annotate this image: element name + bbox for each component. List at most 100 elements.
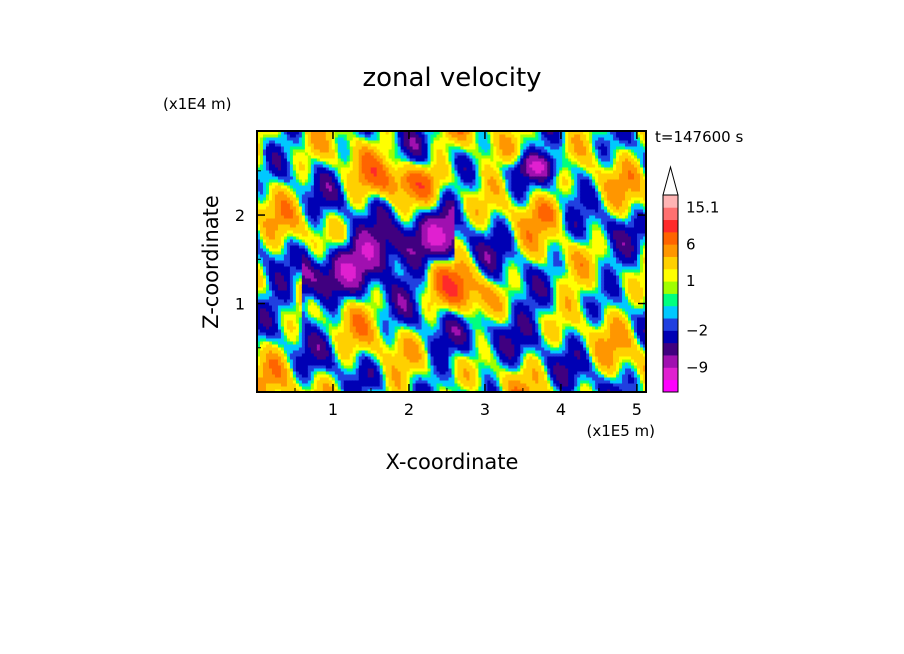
heatmap-cell [424, 353, 429, 357]
heatmap-cell [331, 347, 336, 351]
heatmap-cell [418, 278, 423, 282]
heatmap-cell [310, 155, 315, 159]
heatmap-cell [358, 206, 363, 210]
heatmap-cell [301, 320, 306, 324]
heatmap-cell [283, 191, 288, 195]
heatmap-cell [379, 167, 384, 171]
heatmap-cell [424, 257, 429, 261]
heatmap-cell [286, 386, 291, 390]
heatmap-cell [325, 179, 330, 183]
heatmap-cell [262, 305, 267, 309]
heatmap-cell [283, 290, 288, 294]
heatmap-cell [331, 320, 336, 324]
heatmap-cell [391, 251, 396, 255]
heatmap-cell [361, 335, 366, 339]
heatmap-cell [304, 368, 309, 372]
heatmap-cell [376, 173, 381, 177]
heatmap-cell [268, 215, 273, 219]
heatmap-cell [307, 176, 312, 180]
heatmap-cell [346, 146, 351, 150]
heatmap-cell [334, 305, 339, 309]
heatmap-cell [334, 164, 339, 168]
heatmap-cell [298, 344, 303, 348]
heatmap-cell [379, 197, 384, 201]
heatmap-cell [265, 326, 270, 330]
heatmap-cell [409, 311, 414, 315]
heatmap-cell [376, 161, 381, 165]
heatmap-cell [286, 383, 291, 387]
heatmap-cell [385, 314, 390, 318]
heatmap-cell [388, 365, 393, 369]
heatmap-cell [328, 257, 333, 261]
heatmap-cell [409, 182, 414, 186]
heatmap-cell [289, 200, 294, 204]
heatmap-cell [424, 242, 429, 246]
heatmap-cell [385, 338, 390, 342]
heatmap-cell [361, 200, 366, 204]
heatmap-cell [265, 242, 270, 246]
heatmap-cell [307, 281, 312, 285]
heatmap-cell [394, 365, 399, 369]
heatmap-cell [313, 203, 318, 207]
heatmap-cell [292, 323, 297, 327]
heatmap-cell [412, 152, 417, 156]
heatmap-cell [358, 275, 363, 279]
heatmap-cell [334, 266, 339, 270]
heatmap-cell [385, 368, 390, 372]
heatmap-cell [313, 164, 318, 168]
heatmap-cell [316, 365, 321, 369]
heatmap-cell [367, 233, 372, 237]
heatmap-cell [412, 209, 417, 213]
heatmap-cell [340, 269, 345, 273]
heatmap-cell [364, 341, 369, 345]
heatmap-cell [376, 341, 381, 345]
heatmap-cell [298, 158, 303, 162]
heatmap-cell [331, 215, 336, 219]
heatmap-cell [403, 221, 408, 225]
heatmap-cell [334, 356, 339, 360]
heatmap-cell [301, 290, 306, 294]
heatmap-cell [424, 275, 429, 279]
heatmap-cell [322, 305, 327, 309]
heatmap-cell [355, 347, 360, 351]
heatmap-cell [274, 386, 279, 390]
heatmap-cell [385, 230, 390, 234]
heatmap-cell [418, 158, 423, 162]
heatmap-cell [316, 323, 321, 327]
heatmap-cell [304, 305, 309, 309]
heatmap-cell [418, 230, 423, 234]
heatmap-cell [364, 137, 369, 141]
heatmap-cell [257, 281, 261, 285]
heatmap-cell [346, 308, 351, 312]
heatmap-cell [394, 188, 399, 192]
heatmap-cell [328, 374, 333, 378]
heatmap-cell [355, 383, 360, 387]
heatmap-cell [271, 296, 276, 300]
heatmap-cell [424, 158, 429, 162]
heatmap-cell [382, 317, 387, 321]
heatmap-cell [337, 362, 342, 366]
heatmap-cell [415, 353, 420, 357]
heatmap-cell [262, 224, 267, 228]
heatmap-cell [406, 146, 411, 150]
heatmap-cell [295, 146, 300, 150]
heatmap-cell [370, 251, 375, 255]
heatmap-cell [292, 173, 297, 177]
heatmap-cell [424, 131, 429, 135]
heatmap-cell [331, 308, 336, 312]
heatmap-cell [319, 320, 324, 324]
heatmap-cell [328, 239, 333, 243]
heatmap-cell [257, 317, 261, 321]
heatmap-cell [325, 233, 330, 237]
heatmap-cell [367, 299, 372, 303]
heatmap-cell [259, 380, 264, 384]
heatmap-cell [418, 257, 423, 261]
heatmap-cell [415, 308, 420, 312]
heatmap-cell [298, 371, 303, 375]
heatmap-cell [388, 257, 393, 261]
heatmap-cell [271, 275, 276, 279]
heatmap-cell [391, 245, 396, 249]
heatmap-cell [361, 359, 366, 363]
heatmap-cell [298, 224, 303, 228]
heatmap-cell [316, 146, 321, 150]
